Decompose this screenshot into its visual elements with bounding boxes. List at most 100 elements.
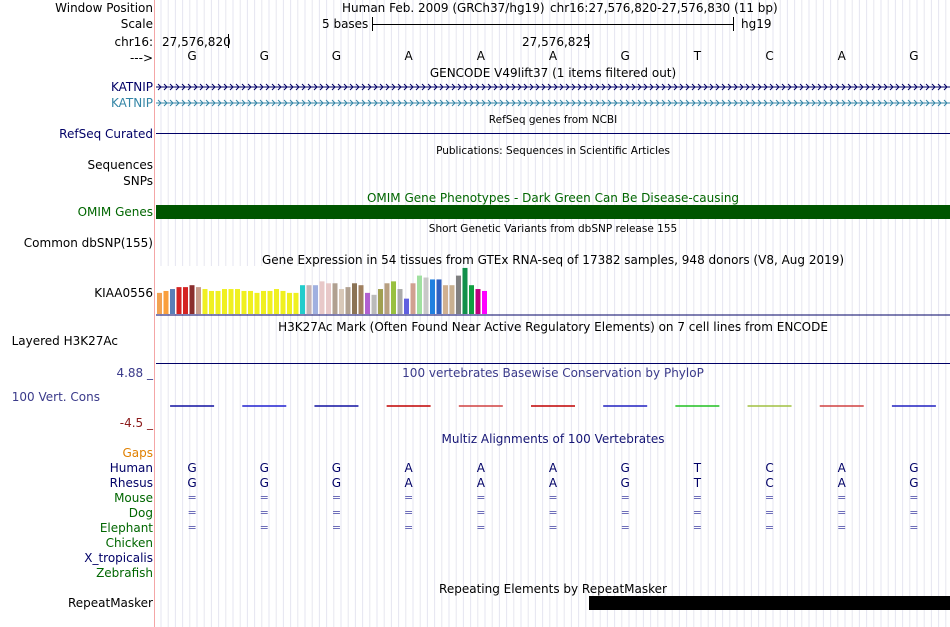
gtex-gene-label[interactable]: KIAA0556 (94, 286, 153, 300)
strand-chevron (181, 99, 186, 107)
species-x-tropicalis[interactable]: X_tropicalis (84, 551, 153, 565)
strand-chevron (913, 83, 918, 91)
strand-chevron (745, 99, 750, 107)
strand-chevron (421, 99, 426, 107)
strand-chevron (415, 99, 420, 107)
species-elephant[interactable]: Elephant (99, 521, 153, 535)
strand-chevron (229, 99, 234, 107)
strand-chevron (553, 83, 558, 91)
alignment-base: = (909, 521, 919, 534)
gaps-label[interactable]: Gaps (122, 446, 153, 460)
strand-chevron (625, 83, 630, 91)
strand-chevron (931, 99, 936, 107)
species-chicken[interactable]: Chicken (105, 536, 153, 550)
strand-chevron (733, 83, 738, 91)
alignment-base: = (259, 521, 269, 534)
strand-chevron (499, 83, 504, 91)
strand-chevron (763, 83, 768, 91)
strand-chevron (739, 99, 744, 107)
position-text: chr16:27,576,820-27,576,830 (11 bp) (550, 1, 778, 15)
strand-chevron (877, 99, 882, 107)
gtex-bar-chart[interactable] (156, 266, 950, 318)
strand-chevron (787, 83, 792, 91)
strand-chevron (727, 83, 732, 91)
cons-label[interactable]: 100 Vert. Cons (11, 390, 100, 404)
strand-chevron (691, 99, 696, 107)
strand-chevron (637, 83, 642, 91)
base-letter: A (548, 49, 558, 63)
species-rhesus[interactable]: Rhesus (109, 476, 153, 490)
alignment-base: = (548, 491, 558, 504)
omim-label[interactable]: OMIM Genes (77, 205, 153, 219)
common-snp-label[interactable]: Common dbSNP(155) (23, 236, 153, 250)
label-separator (154, 0, 155, 627)
strand-chevron (169, 99, 174, 107)
strand-chevron (907, 83, 912, 91)
strand-chevron (373, 99, 378, 107)
strand-chevron (211, 99, 216, 107)
katnip-label-1[interactable]: KATNIP (110, 80, 153, 94)
h3k27ac-label[interactable]: Layered H3K27Ac (11, 334, 118, 348)
strand-chevron (157, 83, 162, 91)
strand-chevron (217, 83, 222, 91)
strand-chevron (775, 83, 780, 91)
strand-chevron (379, 99, 384, 107)
strand-chevron (301, 99, 306, 107)
snps-label[interactable]: SNPs (123, 174, 153, 188)
repeatmasker-label[interactable]: RepeatMasker (67, 596, 153, 610)
omim-feature-bar[interactable] (156, 205, 950, 219)
strand-chevron (709, 83, 714, 91)
gtex-title: Gene Expression in 54 tissues from GTEx … (261, 253, 845, 267)
strand-chevron (307, 99, 312, 107)
phylop-signal[interactable] (156, 400, 950, 412)
species-dog[interactable]: Dog (128, 506, 153, 520)
base-letter: A (404, 49, 413, 63)
species-mouse[interactable]: Mouse (114, 491, 153, 505)
strand-chevron (457, 83, 462, 91)
gtex-tissue-bar (462, 267, 468, 314)
scale-bar-left-tick (372, 17, 373, 31)
species-human[interactable]: Human (109, 461, 153, 475)
strand-chevron (199, 99, 204, 107)
strand-chevron (217, 99, 222, 107)
strand-chevron (355, 99, 360, 107)
strand-chevron (661, 83, 666, 91)
strand-chevron (607, 83, 612, 91)
h3k27ac-baseline (156, 363, 950, 364)
strand-chevron (523, 83, 528, 91)
strand-chevron (811, 99, 816, 107)
strand-chevron (763, 99, 768, 107)
strand-chevron (169, 83, 174, 91)
sequences-label[interactable]: Sequences (87, 158, 153, 172)
strand-chevron (757, 83, 762, 91)
strand-chevron (919, 99, 924, 107)
strand-chevron (553, 99, 558, 107)
strand-chevron (163, 83, 168, 91)
strand-chevron (631, 99, 636, 107)
alignment-base: A (837, 476, 846, 490)
strand-chevron (385, 99, 390, 107)
refseq-label[interactable]: RefSeq Curated (59, 127, 153, 141)
strand-chevron (799, 83, 804, 91)
repeat-element-bar[interactable] (589, 596, 950, 610)
strand-chevron (925, 83, 930, 91)
refseq-gene-line[interactable] (156, 133, 950, 134)
strand-chevron (283, 99, 288, 107)
katnip-label-2[interactable]: KATNIP (110, 96, 153, 110)
strand-chevron (685, 99, 690, 107)
strand-chevron (367, 83, 372, 91)
strand-chevron (565, 83, 570, 91)
katnip-transcripts[interactable] (156, 82, 950, 109)
strand-chevron (319, 99, 324, 107)
gtex-tissue-bar (449, 285, 455, 314)
strand-chevron (325, 83, 330, 91)
gtex-tissue-bar (443, 285, 448, 314)
gtex-tissue-bar (319, 281, 325, 314)
alignment-base: G (187, 476, 197, 490)
strand-chevron (667, 83, 672, 91)
alignment-base: A (404, 461, 413, 475)
alignment-base: = (620, 491, 630, 504)
gtex-tissue-bar (482, 290, 487, 314)
species-zebrafish[interactable]: Zebrafish (96, 566, 153, 580)
strand-chevron (223, 99, 228, 107)
